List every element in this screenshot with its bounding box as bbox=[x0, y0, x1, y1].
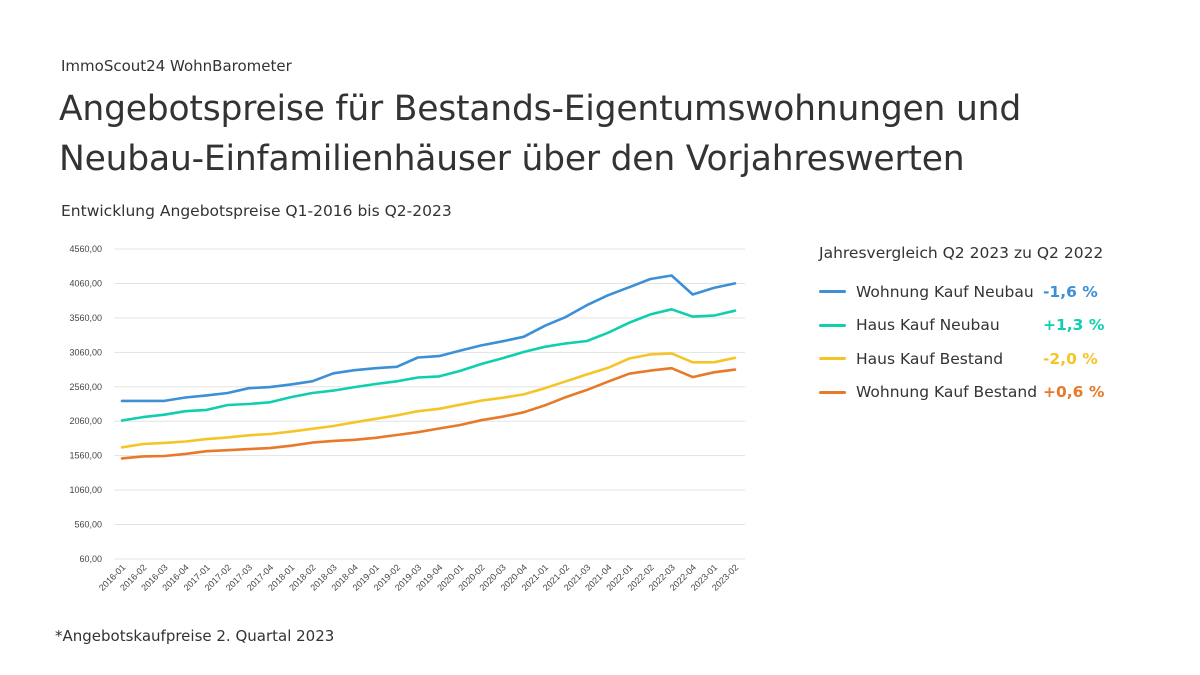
grid-lines bbox=[114, 248, 745, 560]
legend-change-value: +0,6 % bbox=[1043, 383, 1105, 402]
page-title: Angebotspreise für Bestands-Eigentumswoh… bbox=[59, 84, 1021, 184]
series-line-wohnung-kauf-bestand bbox=[120, 366, 737, 460]
legend-swatch bbox=[819, 290, 846, 294]
legend-swatch bbox=[819, 390, 846, 394]
legend-change-value: +1,3 % bbox=[1043, 316, 1105, 335]
y-tick-label: 2060,00 bbox=[69, 416, 102, 426]
y-tick-label: 60,00 bbox=[79, 554, 102, 564]
legend-change-value: -2,0 % bbox=[1043, 349, 1098, 368]
legend-swatch bbox=[819, 323, 846, 327]
legend-label: Wohnung Kauf Bestand bbox=[856, 383, 1038, 402]
legend-title: Jahresvergleich Q2 2023 zu Q2 2022 bbox=[819, 244, 1104, 262]
y-tick-label: 2560,00 bbox=[69, 382, 102, 392]
series-line-haus-kauf-bestand bbox=[120, 352, 737, 449]
legend: Jahresvergleich Q2 2023 zu Q2 2022 Wohnu… bbox=[819, 244, 1139, 409]
brand-label: ImmoScout24 WohnBarometer bbox=[61, 57, 292, 75]
y-tick-label: 1060,00 bbox=[69, 485, 102, 495]
legend-label: Haus Kauf Neubau bbox=[856, 316, 1000, 335]
y-tick-label: 1560,00 bbox=[69, 451, 102, 461]
legend-item-wohnung-kauf-bestand: Wohnung Kauf Bestand +0,6 % bbox=[819, 376, 1139, 410]
y-tick-label: 3060,00 bbox=[69, 347, 102, 357]
legend-item-haus-kauf-neubau: Haus Kauf Neubau +1,3 % bbox=[819, 309, 1139, 343]
legend-label: Wohnung Kauf Neubau bbox=[856, 282, 1034, 301]
y-tick-label: 3560,00 bbox=[69, 313, 102, 323]
series-line-haus-kauf-neubau bbox=[120, 307, 737, 422]
legend-item-wohnung-kauf-neubau: Wohnung Kauf Neubau -1,6 % bbox=[819, 275, 1139, 309]
series-lines bbox=[120, 274, 737, 460]
y-tick-label: 4560,00 bbox=[69, 244, 102, 254]
series-line-wohnung-kauf-neubau bbox=[120, 274, 737, 403]
title-line-2: Neubau-Einfamilienhäuser über den Vorjah… bbox=[59, 139, 965, 179]
footnote: *Angebotskaufpreise 2. Quartal 2023 bbox=[55, 627, 335, 645]
legend-change-value: -1,6 % bbox=[1043, 282, 1098, 301]
chart-subtitle: Entwicklung Angebotspreise Q1-2016 bis Q… bbox=[61, 202, 452, 220]
legend-swatch bbox=[819, 357, 846, 361]
y-tick-label: 560,00 bbox=[74, 520, 102, 530]
title-line-1: Angebotspreise für Bestands-Eigentumswoh… bbox=[59, 89, 1022, 129]
y-tick-label: 4060,00 bbox=[69, 278, 102, 288]
line-chart: 60,00 560,00 1060,00 1560,00 2060,00 2560,00 3… bbox=[69, 244, 745, 593]
legend-label: Haus Kauf Bestand bbox=[856, 349, 1004, 368]
x-axis-ticks: 2016-012016-022016-032016-042017-012017-… bbox=[97, 562, 740, 592]
y-axis-ticks: 60,00 560,00 1060,00 1560,00 2060,00 2560,00 3… bbox=[69, 244, 102, 564]
legend-item-haus-kauf-bestand: Haus Kauf Bestand -2,0 % bbox=[819, 342, 1139, 376]
